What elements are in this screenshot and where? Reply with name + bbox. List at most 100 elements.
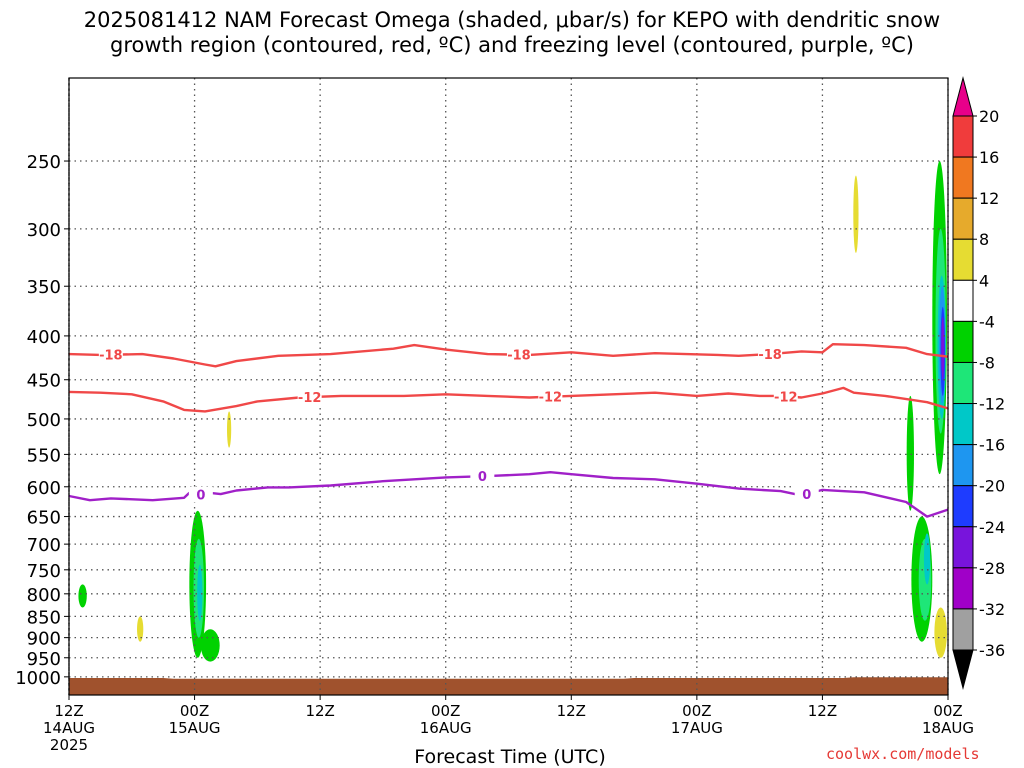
x-tick-label-h84: 00Z <box>933 702 962 720</box>
x-tick-year-h0: 2025 <box>50 736 88 754</box>
colorbar-label-13: -36 <box>979 641 1005 660</box>
x-tick-date-h36: 16AUG <box>420 719 472 737</box>
colorbar-box-12 <box>952 608 974 651</box>
omega-cell-4 <box>197 564 203 621</box>
y-tick-label-900: 900 <box>27 629 61 650</box>
contour-label-0-0: -18 <box>99 349 123 364</box>
omega-shading-layer <box>78 161 947 662</box>
terrain-layer <box>69 677 948 695</box>
contour-label-0-2: -18 <box>758 348 782 363</box>
x-tick-label-h72: 12Z <box>808 702 837 720</box>
omega-cell-7 <box>853 175 859 253</box>
y-tick-label-250: 250 <box>27 152 61 173</box>
contour-label-1-2: -12 <box>774 390 798 405</box>
contour-label-bg-1-1 <box>538 388 563 405</box>
colorbar-top-arrow <box>952 76 974 117</box>
contour-layer: -18 -18 -18 -12 -12 -12 0 0 0 <box>68 343 949 518</box>
y-tick-label-650: 650 <box>27 508 61 529</box>
x-tick-date-h84: 18AUG <box>922 719 974 737</box>
colorbar-box-5 <box>952 320 974 363</box>
x-tick-label-h60: 00Z <box>682 702 711 720</box>
colorbar-box-4 <box>952 279 974 322</box>
colorbar-box-6 <box>952 361 974 405</box>
y-tick-label-300: 300 <box>27 220 61 241</box>
omega-cell-11 <box>923 533 931 585</box>
colorbar-label-11: -28 <box>979 559 1005 578</box>
colorbar-label-12: -32 <box>979 600 1005 619</box>
contour-label-bg-1-0 <box>297 389 322 406</box>
colorbar-box-10 <box>952 526 974 569</box>
colorbar: 20 16 12 8 4 -4 -8 -12 -16 -20 -24 -28 -32 -36 <box>952 76 1005 690</box>
y-tick-label-850: 850 <box>27 607 61 628</box>
omega-cell-1 <box>137 616 144 642</box>
y-tick-label-950: 950 <box>27 649 61 670</box>
x-tick-date-h60: 17AUG <box>671 719 723 737</box>
colorbar-label-10: -24 <box>979 518 1005 537</box>
colorbar-box-0 <box>952 115 974 158</box>
colorbar-label-3: 8 <box>979 230 989 249</box>
contour-label-bg-2-1 <box>470 468 495 485</box>
colorbar-label-1: 16 <box>979 148 999 167</box>
colorbar-label-2: 12 <box>979 189 999 208</box>
y-tick-label-750: 750 <box>27 561 61 582</box>
colorbar-label-8: -16 <box>979 436 1005 455</box>
contour-label-2-0: 0 <box>196 489 205 504</box>
colorbar-box-11 <box>952 567 974 610</box>
contour-label-bg-1-2 <box>773 388 798 405</box>
contour-label-bg-2-2 <box>794 485 819 502</box>
y-tick-label-400: 400 <box>27 327 61 348</box>
colorbar-bottom-arrow <box>952 649 974 690</box>
contour-label-bg-2-0 <box>188 486 213 503</box>
contour-label-1-0: -12 <box>298 391 322 406</box>
contour-label-2-2: 0 <box>802 488 811 503</box>
y-tick-label-350: 350 <box>27 277 61 298</box>
contour-label-bg-0-0 <box>98 346 123 363</box>
colorbar-box-2 <box>952 197 974 240</box>
contour-label-2-1: 0 <box>478 470 487 485</box>
x-tick-label-h0: 12Z <box>54 702 83 720</box>
contour-label-1-1: -12 <box>539 391 563 406</box>
contour-label-bg-0-2 <box>758 346 783 363</box>
omega-cell-8 <box>906 395 914 511</box>
omega-cell-6 <box>227 411 232 448</box>
x-tick-label-h12: 00Z <box>180 702 209 720</box>
contour-label-0-1: -18 <box>507 349 531 364</box>
contour-line-1 <box>68 386 949 413</box>
axes-layer: 2503003504004505005506006507007508008509… <box>15 77 974 754</box>
colorbar-box-1 <box>952 156 974 199</box>
x-tick-label-h48: 12Z <box>557 702 586 720</box>
omega-cell-12 <box>934 607 947 658</box>
y-tick-label-700: 700 <box>27 535 61 556</box>
colorbar-label-4: 4 <box>979 271 989 290</box>
omega-cell-5 <box>200 629 220 662</box>
x-tick-label-h36: 00Z <box>431 702 460 720</box>
y-tick-label-600: 600 <box>27 478 61 499</box>
chart-title-line-1: 2025081412 NAM Forecast Omega (shaded, μ… <box>83 8 941 32</box>
colorbar-box-3 <box>952 238 974 281</box>
colorbar-label-7: -12 <box>979 395 1005 414</box>
terrain-fill <box>69 677 948 695</box>
plot-frame <box>68 77 949 696</box>
y-tick-label-800: 800 <box>27 585 61 606</box>
omega-cell-0 <box>78 584 87 608</box>
colorbar-box-8 <box>952 444 974 487</box>
y-tick-label-550: 550 <box>27 445 61 466</box>
colorbar-label-5: -4 <box>979 312 995 331</box>
colorbar-box-9 <box>952 485 974 528</box>
contour-label-bg-0-1 <box>506 346 531 363</box>
colorbar-label-0: 20 <box>979 107 999 126</box>
omega-cell-18 <box>941 316 945 380</box>
x-tick-label-h24: 12Z <box>305 702 334 720</box>
colorbar-label-6: -8 <box>979 353 995 372</box>
y-tick-label-1000: 1000 <box>15 668 61 689</box>
x-axis-label: Forecast Time (UTC) <box>414 746 606 768</box>
x-tick-date-h0: 14AUG <box>43 719 95 737</box>
y-tick-label-450: 450 <box>27 371 61 392</box>
colorbar-box-7 <box>952 403 974 446</box>
x-tick-date-h12: 15AUG <box>169 719 221 737</box>
colorbar-label-9: -20 <box>979 477 1005 496</box>
chart-title-line-2: growth region (contoured, red, ºC) and f… <box>110 33 914 57</box>
y-tick-label-500: 500 <box>27 410 61 431</box>
source-credit: coolwx.com/models <box>826 745 980 763</box>
